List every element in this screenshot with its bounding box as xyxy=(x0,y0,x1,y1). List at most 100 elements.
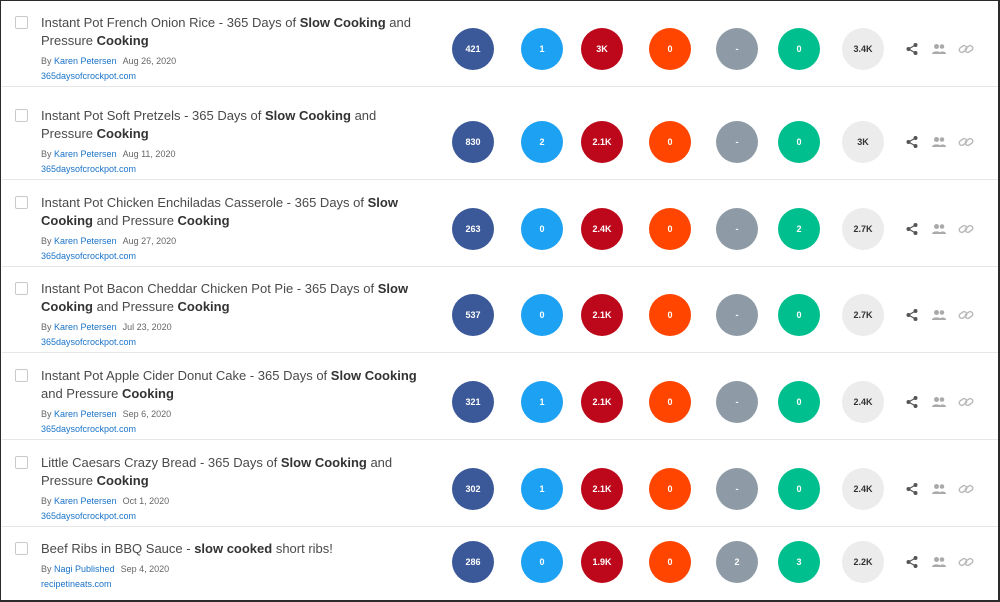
row-checkbox[interactable] xyxy=(15,369,28,382)
author-link[interactable]: Karen Petersen xyxy=(54,236,117,246)
article-meta: By Nagi Published Sep 4, 2020 xyxy=(41,563,169,575)
users-icon[interactable] xyxy=(931,395,946,409)
linkedin-shares-badge: - xyxy=(716,208,758,250)
users-icon[interactable] xyxy=(931,42,946,56)
title-segment: and Pressure xyxy=(41,386,122,401)
users-icon[interactable] xyxy=(931,555,946,569)
users-icon[interactable] xyxy=(931,222,946,236)
article-title-link[interactable]: Instant Pot Apple Cider Donut Cake - 365… xyxy=(41,367,431,403)
domain-link[interactable]: recipetineats.com xyxy=(41,579,112,589)
domain-link[interactable]: 365daysofcrockpot.com xyxy=(41,164,137,174)
article-title-link[interactable]: Beef Ribs in BBQ Sauce - slow cooked sho… xyxy=(41,540,431,558)
title-segment: Slow Cooking xyxy=(41,195,398,228)
share-icon[interactable] xyxy=(905,308,919,322)
title-segment: Instant Pot Apple Cider Donut Cake - 365… xyxy=(41,368,331,383)
linkedin-shares-badge: - xyxy=(716,468,758,510)
share-icon[interactable] xyxy=(905,222,919,236)
title-segment: short ribs! xyxy=(272,541,333,556)
title-segment: Cooking xyxy=(177,213,230,228)
row-checkbox[interactable] xyxy=(15,456,28,469)
title-segment: Slow Cooking xyxy=(280,455,367,470)
domain-link[interactable]: 365daysofcrockpot.com xyxy=(41,251,137,261)
facebook-shares-badge: 263 xyxy=(452,208,494,250)
article-title-link[interactable]: Instant Pot Bacon Cheddar Chicken Pot Pi… xyxy=(41,280,431,316)
users-icon[interactable] xyxy=(931,308,946,322)
total-engagement-badge: 2.7K xyxy=(842,294,884,336)
publish-date: Oct 1, 2020 xyxy=(122,496,170,506)
evergreen-score-badge: 0 xyxy=(778,468,820,510)
author-link[interactable]: Karen Petersen xyxy=(54,496,117,506)
article-title-link[interactable]: Little Caesars Crazy Bread - 365 Days of… xyxy=(41,454,431,490)
table-row: Instant Pot Apple Cider Donut Cake - 365… xyxy=(2,354,998,440)
title-segment: and Pressure xyxy=(41,108,377,141)
author-link[interactable]: Karen Petersen xyxy=(54,149,117,159)
link-icon[interactable] xyxy=(958,42,974,56)
domain-link[interactable]: 365daysofcrockpot.com xyxy=(41,511,137,521)
article-title-link[interactable]: Instant Pot Chicken Enchiladas Casserole… xyxy=(41,194,431,230)
total-engagement-badge: 3.4K xyxy=(842,28,884,70)
total-engagement-badge: 3K xyxy=(842,121,884,163)
row-checkbox[interactable] xyxy=(15,16,28,29)
by-label: By xyxy=(41,149,52,159)
article-title-link[interactable]: Instant Pot French Onion Rice - 365 Days… xyxy=(41,14,431,50)
domain-link[interactable]: 365daysofcrockpot.com xyxy=(41,337,137,347)
share-icon[interactable] xyxy=(905,42,919,56)
users-icon[interactable] xyxy=(931,135,946,149)
linkedin-shares-badge: - xyxy=(716,294,758,336)
link-icon[interactable] xyxy=(958,482,974,496)
facebook-shares-badge: 830 xyxy=(452,121,494,163)
share-icon[interactable] xyxy=(905,555,919,569)
share-icon[interactable] xyxy=(905,135,919,149)
title-segment: Cooking xyxy=(177,299,230,314)
link-icon[interactable] xyxy=(958,395,974,409)
domain-link[interactable]: 365daysofcrockpot.com xyxy=(41,424,137,434)
pinterest-shares-badge: 2.1K xyxy=(581,121,623,163)
row-checkbox[interactable] xyxy=(15,196,28,209)
reddit-shares-badge: 0 xyxy=(649,541,691,583)
author-link[interactable]: Karen Petersen xyxy=(54,56,117,66)
title-segment: Cooking xyxy=(96,33,149,48)
article-meta: By Karen Petersen Oct 1, 2020 xyxy=(41,495,169,507)
author-link[interactable]: Nagi Published xyxy=(54,564,115,574)
users-icon[interactable] xyxy=(931,482,946,496)
reddit-shares-badge: 0 xyxy=(649,381,691,423)
article-meta: By Karen Petersen Aug 11, 2020 xyxy=(41,148,175,160)
by-label: By xyxy=(41,322,52,332)
pinterest-shares-badge: 2.1K xyxy=(581,468,623,510)
linkedin-shares-badge: - xyxy=(716,121,758,163)
row-checkbox[interactable] xyxy=(15,109,28,122)
by-label: By xyxy=(41,236,52,246)
total-engagement-badge: 2.4K xyxy=(842,381,884,423)
link-icon[interactable] xyxy=(958,308,974,322)
table-row: Instant Pot Soft Pretzels - 365 Days of … xyxy=(2,94,998,180)
link-icon[interactable] xyxy=(958,222,974,236)
share-icon[interactable] xyxy=(905,482,919,496)
twitter-shares-badge: 2 xyxy=(521,121,563,163)
link-icon[interactable] xyxy=(958,555,974,569)
link-icon[interactable] xyxy=(958,135,974,149)
twitter-shares-badge: 0 xyxy=(521,208,563,250)
author-link[interactable]: Karen Petersen xyxy=(54,322,117,332)
title-segment: and Pressure xyxy=(93,213,178,228)
table-row: Little Caesars Crazy Bread - 365 Days of… xyxy=(2,441,998,527)
share-icon[interactable] xyxy=(905,395,919,409)
pinterest-shares-badge: 3K xyxy=(581,28,623,70)
table-row: Instant Pot French Onion Rice - 365 Days… xyxy=(2,1,998,87)
article-meta: By Karen Petersen Jul 23, 2020 xyxy=(41,321,172,333)
article-title-link[interactable]: Instant Pot Soft Pretzels - 365 Days of … xyxy=(41,107,431,143)
publish-date: Aug 11, 2020 xyxy=(122,149,176,159)
twitter-shares-badge: 0 xyxy=(521,294,563,336)
table-row: Instant Pot Bacon Cheddar Chicken Pot Pi… xyxy=(2,267,998,353)
pinterest-shares-badge: 1.9K xyxy=(581,541,623,583)
evergreen-score-badge: 3 xyxy=(778,541,820,583)
author-link[interactable]: Karen Petersen xyxy=(54,409,117,419)
title-segment: Slow Cooking xyxy=(41,281,409,314)
title-segment: Slow Cooking xyxy=(330,368,417,383)
row-checkbox[interactable] xyxy=(15,282,28,295)
domain-link[interactable]: 365daysofcrockpot.com xyxy=(41,71,137,81)
row-checkbox[interactable] xyxy=(15,542,28,555)
facebook-shares-badge: 537 xyxy=(452,294,494,336)
reddit-shares-badge: 0 xyxy=(649,468,691,510)
article-meta: By Karen Petersen Aug 26, 2020 xyxy=(41,55,176,67)
